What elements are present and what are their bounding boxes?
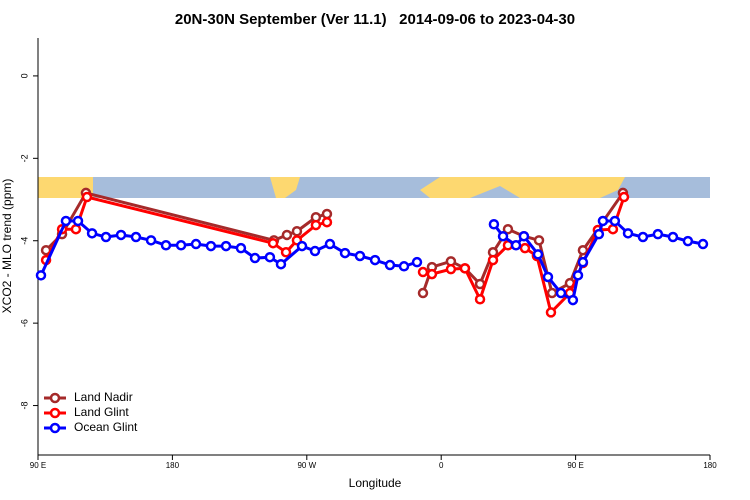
data-point: [532, 249, 544, 260]
data-point: [607, 223, 619, 235]
data-point: [35, 270, 47, 281]
data-point: [275, 258, 287, 270]
data-point: [555, 287, 567, 299]
data-point: [310, 219, 322, 231]
data-point: [81, 191, 93, 203]
x-tick-label: 90 W: [297, 461, 316, 470]
data-point: [309, 245, 321, 257]
data-point: [572, 270, 584, 281]
data-point: [519, 242, 531, 254]
legend-label: Ocean Glint: [74, 420, 138, 434]
map-band: [38, 177, 710, 198]
data-point: [545, 307, 557, 318]
data-point: [577, 244, 589, 256]
data-point: [205, 240, 217, 252]
data-point: [190, 238, 202, 250]
data-point: [593, 228, 605, 240]
data-point: [160, 240, 172, 251]
data-point: [235, 242, 247, 254]
data-point: [296, 240, 308, 252]
data-point: [474, 293, 486, 305]
data-point: [291, 226, 303, 237]
data-point: [86, 228, 98, 239]
y-tick-label: -8: [19, 402, 29, 410]
data-point: [264, 251, 276, 263]
x-tick-label: 90 E: [567, 461, 583, 470]
data-point: [497, 230, 509, 242]
data-point: [510, 240, 522, 251]
legend-label: Land Glint: [74, 405, 129, 419]
data-point: [220, 240, 232, 252]
data-point: [411, 256, 423, 268]
data-point: [426, 268, 438, 280]
legend-marker: [49, 407, 61, 419]
data-point: [321, 208, 333, 220]
x-tick-label: 0: [439, 461, 444, 470]
data-point: [324, 238, 336, 250]
data-point: [597, 215, 609, 227]
data-point: [70, 223, 82, 235]
data-point: [281, 229, 293, 241]
data-point: [130, 231, 142, 243]
data-point: [533, 235, 545, 246]
legend-label: Land Nadir: [74, 390, 133, 404]
data-point: [145, 235, 157, 246]
data-point: [667, 231, 679, 243]
data-point: [487, 254, 499, 266]
data-point: [577, 256, 589, 268]
data-point: [637, 231, 649, 243]
data-point: [622, 228, 634, 239]
x-tick-label: 90 E: [30, 461, 46, 470]
data-point: [100, 231, 112, 243]
data-point: [339, 247, 351, 259]
legend-marker: [49, 422, 61, 434]
data-point: [384, 259, 396, 271]
data-point: [518, 230, 530, 242]
data-point: [280, 247, 292, 258]
y-tick-label: 0: [19, 73, 29, 78]
data-point: [175, 240, 187, 251]
chart-title: 20N-30N September (Ver 11.1) 2014-09-06 …: [175, 11, 575, 28]
data-point: [369, 254, 381, 266]
data-point: [488, 218, 500, 230]
data-point: [267, 237, 279, 249]
data-point: [567, 294, 579, 306]
data-point: [354, 250, 366, 262]
data-point: [115, 229, 127, 241]
data-point: [417, 287, 429, 299]
data-point: [459, 263, 471, 274]
x-tick-label: 180: [166, 461, 180, 470]
data-point: [398, 261, 410, 272]
legend-marker: [49, 392, 61, 404]
data-point: [546, 287, 558, 299]
series-line: [422, 196, 626, 316]
data-point: [321, 216, 333, 228]
data-point: [618, 191, 630, 203]
data-point: [609, 215, 621, 227]
y-tick-label: -2: [19, 154, 29, 162]
x-tick-label: 180: [703, 461, 717, 470]
x-axis-label: Longitude: [349, 476, 402, 490]
data-point: [72, 215, 84, 227]
data-point: [652, 228, 664, 240]
data-point: [417, 266, 429, 278]
data-point: [697, 238, 709, 250]
y-tick-label: -6: [19, 319, 29, 327]
data-point: [249, 252, 261, 264]
y-axis-label: XCO2 - MLO trend (ppm): [0, 179, 14, 314]
data-point: [60, 215, 72, 227]
data-point: [542, 271, 554, 283]
data-point: [502, 223, 514, 235]
data-point: [445, 263, 457, 275]
data-point: [682, 235, 694, 247]
y-tick-label: -4: [19, 237, 29, 245]
